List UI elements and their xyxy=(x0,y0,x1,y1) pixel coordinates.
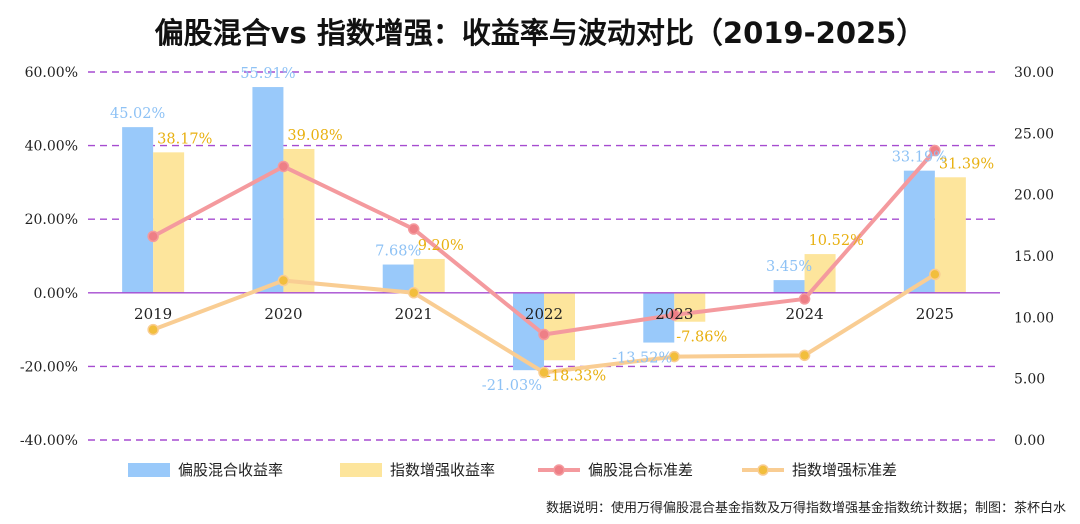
axis-ticks: 60.00% 40.00% 20.00% 0.00% -20.00% -40.00% 30.… xyxy=(20,65,1054,449)
marker-equity-hybrid-std xyxy=(277,160,290,173)
lines xyxy=(147,144,941,379)
x-tick-label: 2020 xyxy=(264,305,302,323)
right-tick-label: 0.00 xyxy=(1014,433,1045,449)
bar-equity-hybrid xyxy=(252,87,284,293)
marker-equity-hybrid-std xyxy=(407,223,420,235)
marker-index-enhanced-std xyxy=(798,349,811,362)
data-labels: 45.02% 55.91% 7.68% -21.03% -13.52% 3.45% 33.1… xyxy=(110,66,994,394)
bar-label-equity-hybrid: -13.52% xyxy=(612,351,672,367)
marker-equity-hybrid-std xyxy=(538,328,550,341)
right-tick-label: 5.00 xyxy=(1014,372,1045,388)
left-tick-label: 0.00% xyxy=(34,286,78,302)
bar-index-enhanced xyxy=(804,254,836,293)
right-tick-label: 25.00 xyxy=(1014,126,1054,142)
bar-label-index-enhanced: 39.08% xyxy=(287,128,342,144)
bar-label-equity-hybrid: -21.03% xyxy=(482,378,542,394)
marker-index-enhanced-std xyxy=(147,323,159,336)
x-tick-label: 2019 xyxy=(134,305,172,323)
marker-equity-hybrid-std xyxy=(668,309,681,321)
legend: 偏股混合收益率 指数增强收益率 偏股混合标准差 指数增强标准差 xyxy=(128,461,897,479)
bar-equity-hybrid xyxy=(122,127,154,293)
x-tick-label: 2024 xyxy=(785,305,823,323)
bar-label-equity-hybrid: 45.02% xyxy=(110,106,165,122)
bar-index-enhanced xyxy=(413,258,445,293)
x-tick-label: 2025 xyxy=(916,305,954,323)
right-tick-label: 20.00 xyxy=(1014,188,1054,204)
legend-label: 偏股混合标准差 xyxy=(588,461,693,479)
marker-index-enhanced-std xyxy=(538,366,550,379)
marker-index-enhanced-std xyxy=(407,287,420,299)
chart-title: 偏股混合vs 指数增强：收益率与波动对比（2019-2025） xyxy=(154,16,926,50)
grid-lines xyxy=(88,71,1000,441)
footnote: 数据说明：使用万得偏股混合基金指数及万得指数增强基金指数统计数据；制图：茶杯白水 xyxy=(545,501,1066,516)
legend-label: 偏股混合收益率 xyxy=(178,461,283,479)
marker-equity-hybrid-std xyxy=(929,144,941,157)
left-tick-label: -20.00% xyxy=(20,359,78,375)
bar-label-index-enhanced: -7.86% xyxy=(676,330,727,346)
bar-label-index-enhanced: 10.52% xyxy=(809,233,864,249)
bar-label-index-enhanced: -18.33% xyxy=(546,368,606,384)
bars xyxy=(122,87,966,371)
left-tick-label: 40.00% xyxy=(25,139,78,155)
marker-index-enhanced-std xyxy=(668,350,681,363)
legend-swatch xyxy=(128,463,170,477)
bar-label-equity-hybrid: 33.19% xyxy=(892,150,947,166)
left-tick-label: 60.00% xyxy=(25,65,78,81)
right-tick-label: 10.00 xyxy=(1014,310,1054,326)
bar-label-equity-hybrid: 55.91% xyxy=(240,66,295,82)
marker-index-enhanced-std xyxy=(929,268,941,281)
legend-label: 指数增强收益率 xyxy=(390,461,495,479)
right-tick-label: 15.00 xyxy=(1014,249,1054,265)
right-tick-label: 30.00 xyxy=(1014,65,1054,81)
bar-label-equity-hybrid: 7.68% xyxy=(375,244,421,260)
x-tick-label: 2022 xyxy=(525,305,563,323)
bar-label-index-enhanced: 31.39% xyxy=(939,156,994,172)
legend-marker xyxy=(757,464,769,476)
bar-equity-hybrid xyxy=(382,264,414,293)
legend-swatch xyxy=(340,463,382,477)
left-tick-label: -40.00% xyxy=(20,433,78,449)
legend-label: 指数增强标准差 xyxy=(792,461,897,479)
bar-label-equity-hybrid: 3.45% xyxy=(766,259,812,275)
bar-equity-hybrid xyxy=(773,280,805,293)
bar-label-index-enhanced: 38.17% xyxy=(157,131,212,147)
marker-index-enhanced-std xyxy=(277,274,290,287)
marker-equity-hybrid-std xyxy=(147,230,159,243)
marker-equity-hybrid-std xyxy=(798,293,811,305)
legend-marker xyxy=(553,464,565,476)
x-tick-label: 2023 xyxy=(655,305,693,323)
x-tick-label: 2021 xyxy=(395,305,433,323)
bar-label-index-enhanced: 9.20% xyxy=(418,238,464,254)
left-tick-label: 20.00% xyxy=(25,212,78,228)
bar-index-enhanced xyxy=(544,292,575,361)
